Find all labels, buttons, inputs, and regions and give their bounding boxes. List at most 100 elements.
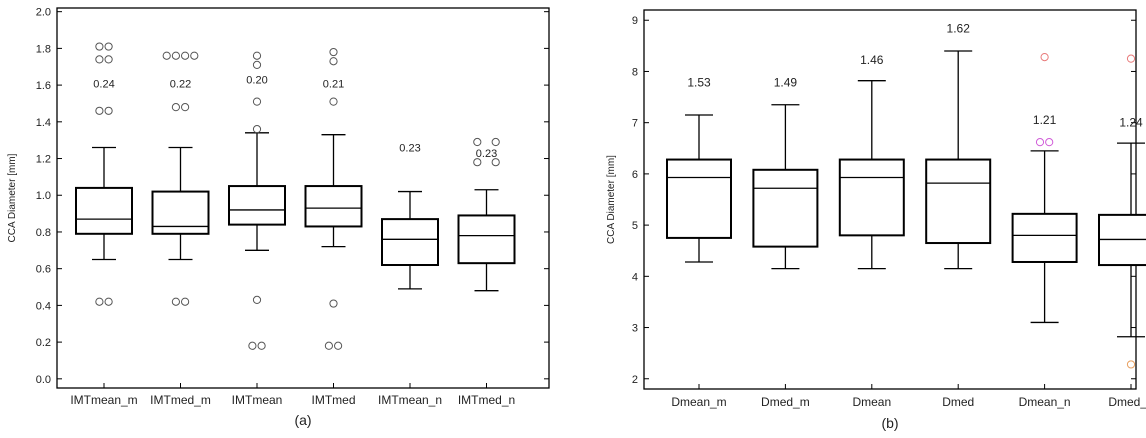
plot-frame (56, 7, 550, 389)
annotation-label: 0.20 (246, 75, 267, 87)
y-tick-label: 0.4 (36, 300, 51, 312)
y-tick-label: 4 (632, 271, 638, 283)
outlier-point (181, 297, 190, 306)
outlier-point (181, 103, 190, 112)
x-tick-label: IMTmed (311, 393, 355, 407)
outlier-point (181, 51, 190, 60)
annotation-label: 0.23 (399, 143, 420, 155)
box-iqr (457, 214, 516, 265)
annotation-label: 1.49 (774, 76, 798, 90)
outlier-point (95, 42, 104, 51)
annotation-label: 0.22 (170, 78, 191, 90)
y-tick-label: 0.2 (36, 337, 51, 349)
annotation-label: 1.53 (687, 76, 711, 90)
box-iqr (1011, 212, 1078, 263)
box-iqr (838, 158, 905, 237)
outlier-point (104, 297, 113, 306)
outlier-point (491, 158, 500, 167)
panel-label: (a) (294, 412, 311, 428)
outlier-point (329, 299, 338, 308)
panel-label: (b) (881, 415, 898, 431)
chart-panel-b: 2 3 4 5 6 7 8 9 CCA Diameter [mm] Dmean_m 1.53 Dmed… (606, 9, 1146, 431)
y-axis-label: CCA Diameter [mm] (7, 153, 18, 242)
box-iqr (151, 190, 210, 235)
outlier-point (162, 51, 171, 60)
y-tick-label: 1.4 (36, 117, 51, 129)
chart-panel-a: 0.0 0.2 0.4 0.6 0.8 1.0 1.2 1.4 1.6 1.8 2.0 CCA Dia… (7, 7, 550, 428)
y-tick-label: 8 (632, 66, 638, 78)
annotation-label: 1.62 (947, 21, 971, 35)
outlier-point (104, 42, 113, 51)
outlier-point (190, 51, 199, 60)
annotation-label: 0.23 (476, 148, 497, 160)
plot-frame (643, 9, 1137, 390)
outlier-point (1126, 54, 1136, 63)
y-axis-label: CCA Diameter [mm] (606, 155, 617, 244)
outlier-point (324, 341, 333, 350)
x-tick-label: Dmed (942, 395, 974, 409)
box-iqr (752, 168, 819, 248)
y-tick-label: 1.0 (36, 190, 51, 202)
box-iqr (925, 158, 992, 245)
annotation-label: 1.21 (1033, 113, 1057, 127)
y-tick-label: 3 (632, 323, 638, 335)
annotation-label: 0.24 (93, 78, 114, 90)
annotation-label: 0.21 (323, 78, 344, 90)
y-tick-label: 1.6 (36, 80, 51, 92)
outlier-point (248, 341, 257, 350)
x-tick-label: IMTmean_m (70, 393, 137, 407)
y-tick-label: 2 (632, 374, 638, 386)
y-tick-label: 0.8 (36, 227, 51, 239)
outlier-point (334, 341, 343, 350)
outlier-point (95, 297, 104, 306)
y-tick-label: 1.2 (36, 154, 51, 166)
x-tick-label: IMTmed_n (458, 393, 515, 407)
outlier-point (252, 51, 262, 60)
y-tick-label: 6 (632, 169, 638, 181)
x-tick-label: IMTmean (232, 393, 283, 407)
outlier-point (473, 137, 482, 147)
outlier-point (104, 55, 113, 64)
y-tick-label: 2.0 (36, 7, 51, 19)
outlier-point (1035, 138, 1045, 147)
annotation-label: 1.24 (1119, 116, 1143, 130)
outlier-point (1040, 53, 1049, 62)
x-tick-label: Dmed_m (761, 395, 810, 409)
outlier-point (171, 51, 180, 60)
box-iqr (381, 218, 439, 267)
outlier-point (329, 47, 338, 57)
outlier-point (171, 297, 180, 306)
outlier-point (104, 106, 113, 115)
y-tick-label: 0.0 (36, 374, 51, 386)
x-tick-label: Dmean_m (671, 395, 726, 409)
x-tick-label: Dmed_n (1108, 395, 1146, 409)
outlier-point (491, 137, 500, 147)
y-tick-label: 0.6 (36, 264, 51, 276)
y-tick-label: 7 (632, 118, 638, 130)
annotation-label: 1.46 (860, 53, 884, 67)
y-tick-label: 5 (632, 220, 638, 232)
outlier-point (1126, 360, 1136, 369)
outlier-point (473, 158, 482, 167)
outlier-point (171, 103, 180, 112)
x-tick-label: IMTmed_m (150, 393, 211, 407)
box-iqr (666, 158, 732, 239)
outlier-point (95, 55, 104, 64)
outlier-point (257, 341, 266, 350)
y-tick-label: 9 (632, 15, 638, 27)
x-tick-label: IMTmean_n (378, 393, 442, 407)
y-tick-label: 1.8 (36, 43, 51, 55)
x-tick-label: Dmean_n (1019, 395, 1071, 409)
box-iqr (304, 185, 363, 228)
outlier-point (252, 125, 262, 134)
outlier-point (252, 295, 262, 304)
outlier-point (1045, 138, 1054, 147)
outlier-point (95, 106, 104, 115)
outlier-point (329, 97, 338, 106)
outlier-point (329, 57, 338, 66)
box-iqr (75, 186, 133, 235)
outlier-point (252, 97, 262, 106)
outlier-point (252, 60, 262, 70)
x-tick-label: Dmean (852, 395, 891, 409)
